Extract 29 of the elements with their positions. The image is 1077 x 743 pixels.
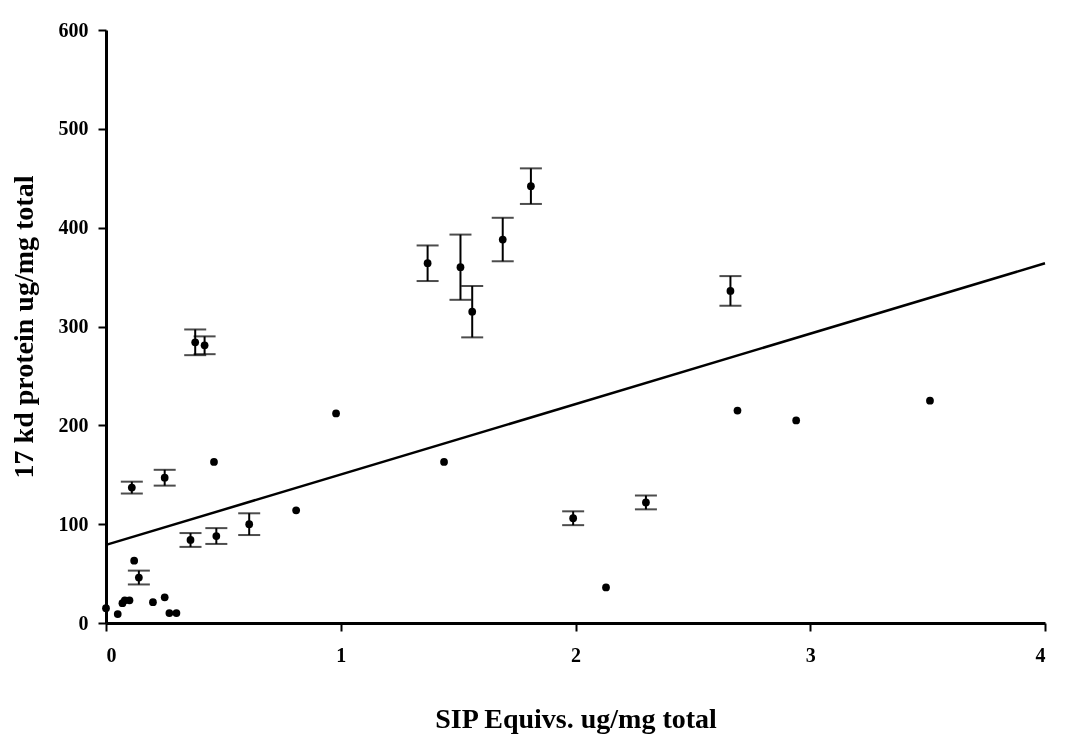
point	[210, 458, 218, 466]
point	[602, 583, 610, 592]
x-tick-label: 3	[805, 643, 816, 666]
y-tick-label: 0	[78, 611, 89, 634]
y-tick-label: 100	[58, 512, 89, 535]
y-tick-label: 600	[58, 18, 89, 41]
y-tick-label: 300	[58, 315, 89, 337]
point	[165, 609, 174, 617]
point	[292, 506, 301, 515]
point	[172, 609, 181, 617]
y-tick-label: 200	[58, 413, 89, 436]
point	[130, 556, 139, 565]
point	[102, 604, 110, 613]
x-tick-label: 0	[106, 643, 117, 666]
point	[113, 610, 122, 618]
point	[733, 406, 742, 415]
x-axis-title: SIP Equivs. ug/mg total	[435, 702, 718, 734]
x-tick-label: 4	[1035, 643, 1046, 666]
x-tick-label: 2	[571, 643, 581, 666]
point	[440, 458, 448, 466]
x-tick-label: 1	[336, 643, 347, 666]
point	[149, 598, 157, 607]
point	[792, 416, 801, 425]
y-tick-label: 400	[58, 216, 89, 239]
y-tick-label: 500	[58, 117, 89, 140]
point	[926, 396, 934, 405]
point	[160, 593, 169, 602]
point	[332, 409, 340, 418]
y-axis-title: 17 kd protein ug/mg total	[7, 175, 39, 479]
